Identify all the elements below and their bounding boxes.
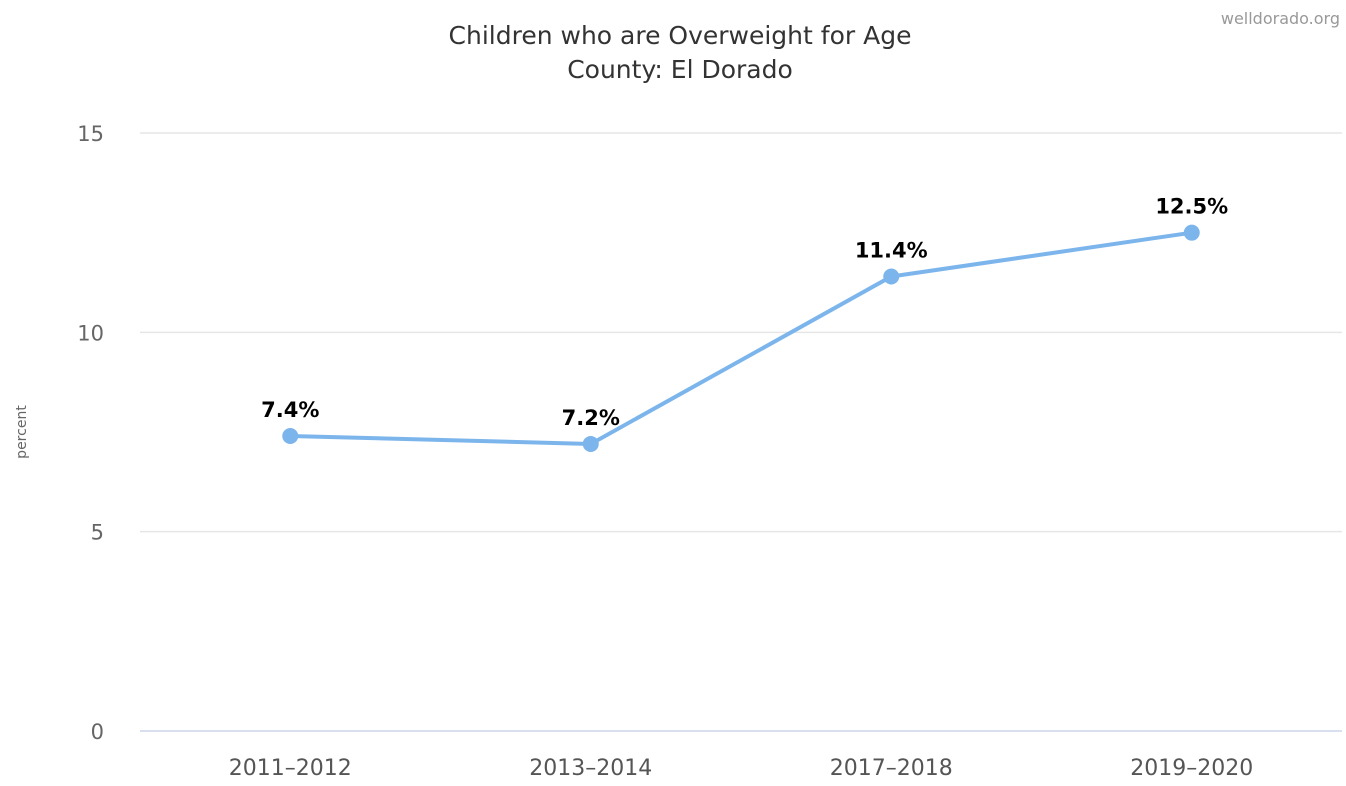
data-label: 11.4% <box>855 239 928 263</box>
y-tick-label: 5 <box>91 521 104 545</box>
data-label: 12.5% <box>1155 195 1228 219</box>
series-group: 7.4% 7.2% 11.4% 12.5% <box>261 195 1228 452</box>
data-point[interactable] <box>583 436 599 452</box>
gridlines <box>140 133 1342 532</box>
chart-title: Children who are Overweight for Age <box>449 21 912 50</box>
y-axis-ticks: 0 5 10 15 <box>77 122 104 744</box>
chart-subtitle: County: El Dorado <box>567 55 793 84</box>
data-point[interactable] <box>1184 225 1200 241</box>
x-tick-label: 2013–2014 <box>529 756 652 781</box>
x-tick-label: 2011–2012 <box>229 756 352 781</box>
y-axis-label: percent <box>14 405 30 459</box>
chart-credit[interactable]: welldorado.org <box>1221 9 1340 28</box>
x-axis-ticks: 2011–2012 2013–2014 2017–2018 2019–2020 <box>229 756 1253 781</box>
y-tick-label: 10 <box>77 321 104 345</box>
data-label: 7.4% <box>261 398 319 422</box>
series-line <box>290 233 1192 444</box>
y-tick-label: 0 <box>91 720 104 744</box>
y-tick-label: 15 <box>77 122 104 146</box>
data-point[interactable] <box>883 269 899 285</box>
data-point[interactable] <box>282 428 298 444</box>
data-label: 7.2% <box>562 406 620 430</box>
x-tick-label: 2017–2018 <box>830 756 953 781</box>
x-tick-label: 2019–2020 <box>1130 756 1253 781</box>
